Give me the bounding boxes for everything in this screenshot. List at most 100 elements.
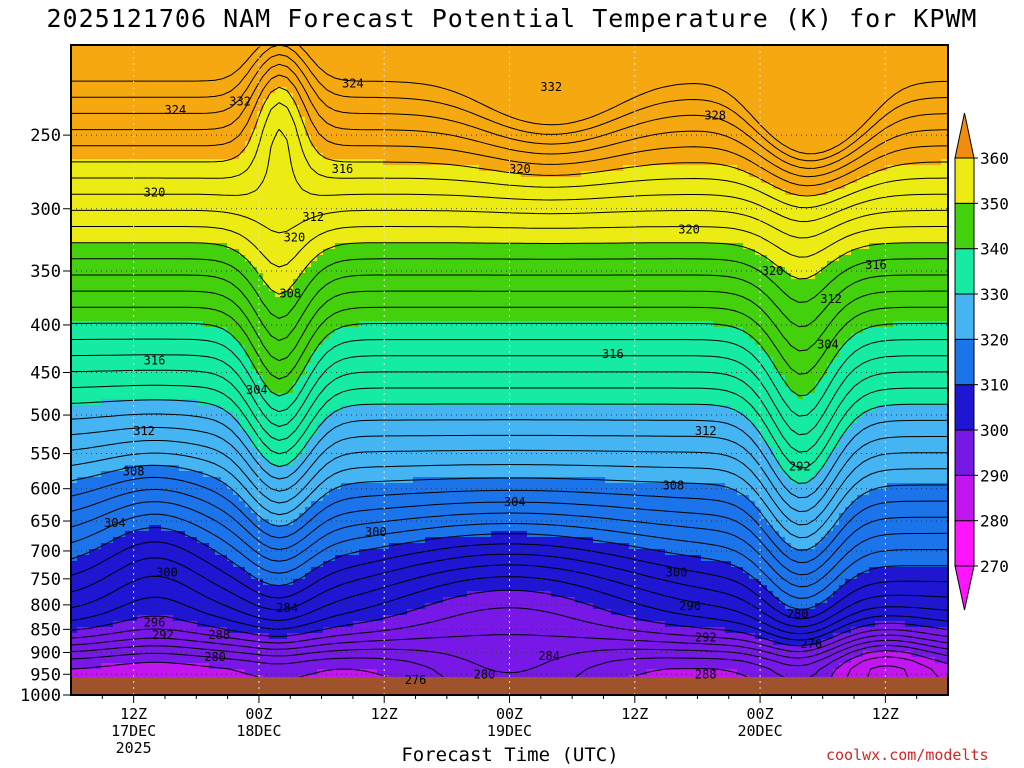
contour-cell: [173, 519, 180, 526]
contour-cell: [89, 315, 96, 322]
contour-cell: [221, 69, 228, 76]
contour-cell: [155, 483, 162, 490]
contour-cell: [209, 387, 216, 394]
contour-cell: [185, 537, 192, 544]
contour-cell: [275, 111, 282, 118]
contour-cell: [311, 291, 318, 298]
contour-cell: [245, 501, 252, 508]
contour-cell: [179, 273, 186, 280]
contour-cell: [71, 105, 78, 112]
contour-cell: [317, 363, 324, 370]
contour-cell: [107, 429, 114, 436]
contour-cell: [239, 237, 246, 244]
contour-cell: [317, 75, 324, 82]
contour-cell: [227, 183, 234, 190]
contour-cell: [113, 279, 120, 286]
contour-cell: [341, 357, 348, 364]
contour-cell: [233, 597, 240, 604]
contour-cell: [305, 561, 312, 568]
contour-cell: [329, 129, 336, 136]
contour-cell: [197, 303, 204, 310]
contour-cell: [239, 297, 246, 304]
contour-cell: [101, 549, 108, 556]
contour-cell: [179, 663, 186, 670]
contour-cell: [293, 363, 300, 370]
contour-cell: [233, 429, 240, 436]
contour-cell: [245, 81, 252, 88]
contour-cell: [251, 447, 258, 454]
contour-cell: [329, 609, 336, 616]
contour-cell: [143, 585, 150, 592]
contour-cell: [119, 549, 126, 556]
contour-cell: [125, 513, 132, 520]
contour-cell: [137, 129, 144, 136]
contour-cell: [89, 543, 96, 550]
contour-cell: [323, 267, 330, 274]
contour-cell: [317, 375, 324, 382]
contour-cell: [155, 153, 162, 160]
contour-cell: [149, 651, 156, 658]
contour-cell: [185, 351, 192, 358]
contour-cell: [71, 219, 78, 226]
contour-cell: [275, 567, 282, 574]
contour-cell: [329, 237, 336, 244]
contour-cell: [311, 471, 318, 478]
contour-cell: [113, 417, 120, 424]
contour-cell: [161, 651, 168, 658]
contour-cell: [107, 549, 114, 556]
contour-cell: [131, 177, 138, 184]
contour-cell: [143, 633, 150, 640]
contour-cell: [107, 123, 114, 130]
contour-cell: [131, 657, 138, 664]
contour-cell: [185, 111, 192, 118]
contour-cell: [143, 447, 150, 454]
contour-cell: [185, 549, 192, 556]
contour-cell: [311, 495, 318, 502]
contour-cell: [305, 231, 312, 238]
contour-cell: [173, 165, 180, 172]
contour-cell: [281, 609, 288, 616]
contour-cell: [71, 501, 78, 508]
contour-cell: [143, 519, 150, 526]
contour-cell: [305, 183, 312, 190]
contour-cell: [215, 105, 222, 112]
contour-cell: [131, 249, 138, 256]
contour-cell: [257, 63, 264, 70]
contour-cell: [233, 315, 240, 322]
contour-cell: [251, 375, 258, 382]
contour-cell: [113, 129, 120, 136]
contour-cell: [77, 669, 84, 676]
contour-cell: [167, 489, 174, 496]
contour-cell: [125, 171, 132, 178]
contour-cell: [275, 651, 282, 658]
contour-cell: [149, 315, 156, 322]
contour-cell: [83, 633, 90, 640]
contour-cell: [179, 129, 186, 136]
contour-cell: [185, 663, 192, 670]
contour-cell: [281, 495, 288, 502]
contour-cell: [293, 75, 300, 82]
contour-cell: [95, 273, 102, 280]
contour-cell: [269, 639, 276, 646]
contour-cell: [71, 195, 78, 202]
contour-cell: [161, 123, 168, 130]
contour-cell: [167, 471, 174, 478]
contour-cell: [179, 525, 186, 532]
contour-cell: [203, 375, 210, 382]
contour-cell: [221, 237, 228, 244]
contour-cell: [215, 129, 222, 136]
contour-cell: [329, 435, 336, 442]
contour-cell: [323, 261, 330, 268]
contour-cell: [83, 231, 90, 238]
contour-cell: [191, 513, 198, 520]
contour-cell: [221, 183, 228, 190]
contour-cell: [173, 51, 180, 58]
contour-cell: [227, 111, 234, 118]
contour-cell: [245, 93, 252, 100]
contour-cell: [293, 627, 300, 634]
contour-cell: [107, 297, 114, 304]
contour-cell: [251, 57, 258, 64]
contour-cell: [275, 135, 282, 142]
contour-cell: [275, 99, 282, 106]
contour-cell: [119, 669, 126, 676]
